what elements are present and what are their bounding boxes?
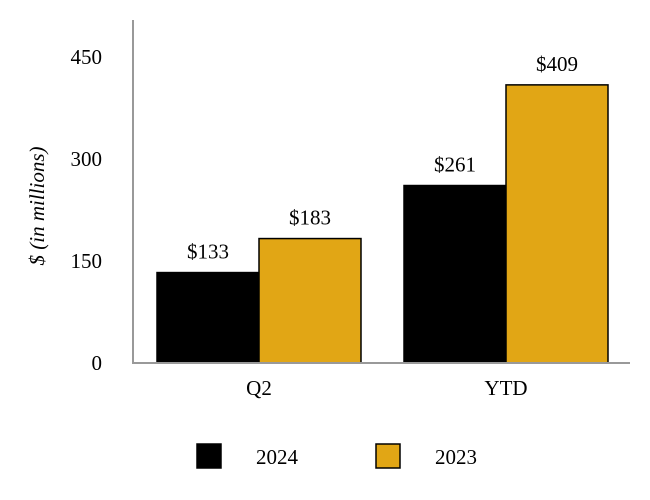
- legend-swatch-2024: [196, 443, 222, 469]
- legend-label: 2023: [435, 445, 477, 469]
- y-axis-label: $ (in millions): [25, 146, 49, 265]
- y-tick-label: 150: [71, 249, 103, 273]
- data-label: $261: [434, 153, 476, 177]
- data-label: $409: [536, 52, 578, 76]
- data-label: $183: [289, 206, 331, 230]
- x-tick-label: Q2: [246, 376, 272, 400]
- bar-2023-Q2: [258, 237, 362, 364]
- x-tick-label: YTD: [484, 376, 527, 400]
- y-tick-label: 0: [92, 351, 103, 375]
- bar-2023-YTD: [505, 84, 609, 364]
- bar-2024-YTD: [403, 184, 507, 364]
- data-label: $133: [187, 240, 229, 264]
- y-tick-label: 450: [71, 45, 103, 69]
- bar-2024-Q2: [156, 271, 260, 364]
- y-tick-label: 300: [71, 147, 103, 171]
- legend-swatch-2023: [375, 443, 401, 469]
- legend-label: 2024: [256, 445, 299, 469]
